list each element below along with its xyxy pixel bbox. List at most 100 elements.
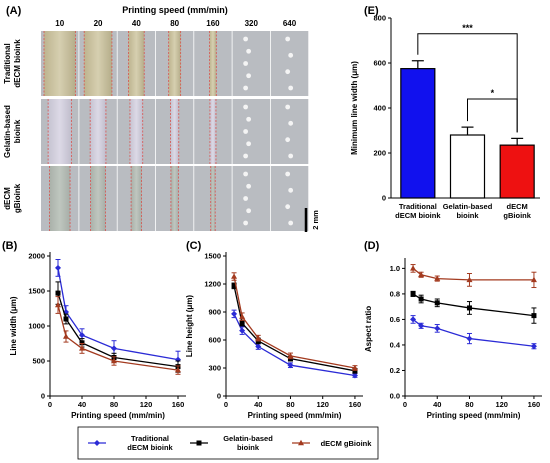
row-labels: Traditional dECM bioink Gelatin-based bioin… bbox=[3, 39, 22, 213]
x-axis-title: Printing speed (mm/min) bbox=[427, 411, 521, 420]
data-point-triangle bbox=[239, 313, 246, 319]
y-tick-label: 2000 bbox=[28, 252, 45, 261]
data-point-triangle bbox=[231, 273, 238, 279]
data-point-triangle bbox=[175, 366, 181, 373]
x-tick-label: 120 bbox=[495, 400, 508, 409]
data-point-diamond bbox=[111, 345, 117, 352]
printed-line bbox=[90, 99, 106, 164]
printed-line bbox=[168, 31, 181, 96]
y-tick-label: 1200 bbox=[204, 280, 221, 289]
printed-line bbox=[48, 99, 72, 164]
speed-labels: 10 20 40 80 160 320 640 bbox=[55, 19, 296, 28]
printed-line bbox=[84, 31, 112, 96]
data-point-diamond bbox=[255, 343, 262, 350]
x-tick-label: 120 bbox=[140, 400, 153, 409]
droplet bbox=[246, 116, 252, 122]
panel-d-label: (D) bbox=[364, 240, 380, 252]
data-point-triangle bbox=[287, 352, 294, 359]
printed-line bbox=[210, 166, 216, 231]
data-point-triangle bbox=[55, 301, 61, 308]
data-point-square bbox=[434, 300, 440, 306]
panel-c-label: (C) bbox=[186, 240, 202, 252]
data-point-square bbox=[531, 313, 537, 319]
printed-line bbox=[49, 166, 71, 231]
data-point-triangle bbox=[434, 275, 441, 281]
x-tick-label: 0 bbox=[48, 400, 52, 409]
significance-bracket bbox=[417, 33, 518, 133]
speed-label: 160 bbox=[206, 19, 220, 28]
micrograph-tile bbox=[270, 31, 309, 96]
micrograph-tile bbox=[270, 166, 309, 231]
panel-a-title: Printing speed (mm/min) bbox=[122, 5, 228, 15]
y-tick-label: 400 bbox=[373, 104, 386, 113]
data-point-diamond bbox=[434, 325, 441, 332]
data-point-square bbox=[239, 320, 245, 326]
panel-a: (A) Printing speed (mm/min) 10 20 40 80 160 3… bbox=[3, 5, 320, 232]
droplet bbox=[243, 104, 249, 110]
printed-line bbox=[128, 31, 145, 96]
micrograph-tile bbox=[232, 166, 270, 231]
data-point-diamond bbox=[94, 440, 100, 446]
data-point-triangle bbox=[466, 276, 473, 283]
droplet bbox=[246, 183, 252, 189]
droplet bbox=[285, 137, 291, 143]
y-tick-label: 0 bbox=[41, 392, 45, 401]
legend-label: Traditional bbox=[131, 434, 169, 443]
droplet bbox=[288, 153, 294, 159]
y-tick-label: 500 bbox=[32, 357, 45, 366]
droplet bbox=[288, 187, 294, 193]
printed-line bbox=[129, 99, 143, 164]
series-line bbox=[412, 267, 534, 281]
y-tick-label: 0 bbox=[382, 194, 386, 203]
droplet bbox=[285, 104, 291, 110]
data-point-triangle bbox=[111, 357, 117, 364]
droplet bbox=[288, 85, 294, 91]
y-tick-label: 0.0 bbox=[390, 392, 400, 401]
series-line bbox=[57, 304, 179, 371]
line-width-chart: 0 500 1000 1500 2000 0 40 80 120 160 Printing spee… bbox=[9, 252, 186, 420]
printed-line bbox=[44, 31, 76, 96]
legend-label: Gelatin-based bbox=[223, 434, 273, 443]
droplet bbox=[243, 196, 249, 201]
data-point-square bbox=[196, 440, 202, 446]
category-label: dECM bioink bbox=[395, 211, 441, 220]
micrograph-tile bbox=[270, 99, 309, 164]
series-line bbox=[412, 318, 535, 347]
data-point-square bbox=[231, 283, 237, 289]
data-point-diamond bbox=[530, 343, 537, 350]
y-tick-label: 1000 bbox=[28, 322, 45, 331]
y-tick-label: 600 bbox=[373, 59, 386, 68]
data-point-diamond bbox=[418, 322, 425, 329]
row-label: dECM bioink bbox=[13, 39, 22, 88]
speed-label: 10 bbox=[55, 19, 64, 28]
x-tick-label: 40 bbox=[78, 400, 86, 409]
significance-bracket bbox=[467, 98, 518, 133]
x-axis-title: Printing speed (mm/min) bbox=[248, 411, 342, 420]
data-point-diamond bbox=[239, 327, 246, 334]
data-point-triangle bbox=[530, 276, 537, 283]
x-tick-label: 80 bbox=[110, 400, 118, 409]
x-axis-title: Printing speed (mm/min) bbox=[71, 411, 165, 420]
category-label: dECM bbox=[507, 202, 528, 211]
legend-box bbox=[77, 426, 379, 460]
data-point-triangle bbox=[298, 439, 304, 446]
droplet bbox=[285, 69, 291, 75]
category-label: gBioink bbox=[503, 211, 531, 220]
data-point-square bbox=[466, 305, 472, 311]
y-axis-title: Aspect ratio bbox=[364, 306, 373, 352]
category-label: Traditional bbox=[399, 202, 437, 211]
droplet bbox=[243, 220, 249, 226]
y-tick-label: 0.8 bbox=[390, 289, 400, 298]
data-point-diamond bbox=[55, 264, 61, 271]
y-axis-title: Line height (μm) bbox=[185, 295, 194, 358]
droplet bbox=[243, 153, 249, 159]
droplet bbox=[246, 208, 252, 214]
data-point-square bbox=[79, 340, 85, 346]
y-tick-label: 0.6 bbox=[390, 315, 400, 324]
droplet bbox=[285, 171, 291, 177]
droplet bbox=[243, 129, 249, 134]
aspect-ratio-chart: 0.0 0.2 0.4 0.6 0.8 1.0 0 40 80 120 160 Printing sp… bbox=[364, 258, 542, 420]
printed-line bbox=[170, 166, 179, 231]
printed-line bbox=[209, 99, 216, 164]
x-tick-label: 40 bbox=[254, 400, 262, 409]
